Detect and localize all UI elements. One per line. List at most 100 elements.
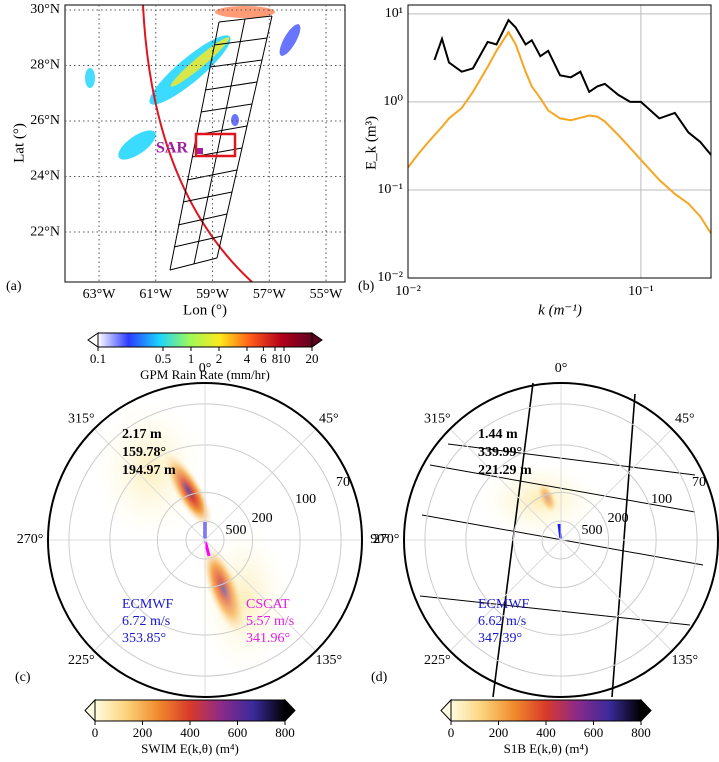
radial-grid-line bbox=[465, 444, 657, 636]
colorbar-tick-label: 400 bbox=[180, 725, 200, 740]
data-line bbox=[407, 30, 712, 235]
radial-tick-label: 70 bbox=[692, 475, 706, 490]
y-tick-label: 26°N bbox=[30, 113, 60, 128]
plot-frame bbox=[407, 4, 712, 279]
y-tick-label: 10⁻¹ bbox=[377, 182, 403, 197]
rain-field bbox=[85, 5, 301, 282]
colorbar-label: SWIM E(k,θ) (m⁴) bbox=[141, 741, 239, 756]
radial-grid-line bbox=[541, 520, 581, 560]
colorbar bbox=[450, 699, 642, 722]
panel-label: (c) bbox=[15, 670, 31, 685]
x-tick-label: 55°W bbox=[310, 287, 344, 302]
angle-tick-label: 315° bbox=[68, 411, 95, 426]
colorbar-extend bbox=[440, 698, 452, 723]
angle-grid-line bbox=[560, 428, 673, 541]
angle-tick-label: 135° bbox=[671, 653, 698, 668]
ecmwf-label: 347.39° bbox=[478, 631, 522, 646]
ecmwf-label: ECMWF bbox=[122, 597, 174, 612]
angle-tick-label: 0° bbox=[555, 361, 568, 376]
angle-grid-line bbox=[449, 539, 562, 652]
stat-label: 2.17 m bbox=[122, 427, 162, 442]
colorbar-tick-label: 6 bbox=[260, 351, 267, 366]
colorbar-tick-label: 600 bbox=[584, 725, 604, 740]
colorbar-tick-label: 600 bbox=[228, 725, 248, 740]
angle-tick-label: 45° bbox=[319, 411, 339, 426]
radial-tick-label: 500 bbox=[226, 523, 247, 538]
angle-tick-label: 45° bbox=[675, 411, 695, 426]
colorbar-label: S1B E(k,θ) (m⁴) bbox=[504, 741, 589, 756]
angle-tick-label: 270° bbox=[373, 532, 400, 547]
y-tick-label: 30°N bbox=[30, 2, 60, 17]
panel-label: (d) bbox=[371, 670, 388, 685]
angle-tick-label: 90° bbox=[370, 532, 390, 547]
scat-label: 341.96° bbox=[246, 631, 290, 646]
angle-grid-line bbox=[204, 539, 317, 652]
y-tick-label: 28°N bbox=[30, 58, 60, 73]
radial-tick-label: 100 bbox=[295, 492, 316, 507]
stat-label: 221.29 m bbox=[478, 463, 532, 478]
colorbar-tick-label: 10 bbox=[278, 351, 291, 366]
y-tick-label: 10¹ bbox=[385, 6, 403, 21]
y-tick-label: 10⁰ bbox=[383, 94, 403, 109]
radial-grid-line bbox=[109, 444, 301, 636]
y-tick-label: 24°N bbox=[30, 169, 60, 184]
y-tick-label: 22°N bbox=[30, 224, 60, 239]
radial-tick-label: 200 bbox=[608, 511, 629, 526]
angle-tick-label: 315° bbox=[424, 411, 451, 426]
map-frame bbox=[64, 4, 346, 283]
polar-frame bbox=[403, 382, 719, 698]
colorbar-tick-label: 0.1 bbox=[90, 351, 106, 366]
radial-grid-line bbox=[68, 403, 342, 677]
colorbar-tick-label: 20 bbox=[306, 351, 319, 366]
angle-tick-label: 225° bbox=[68, 653, 95, 668]
angle-tick-label: 225° bbox=[424, 653, 451, 668]
colorbar-tick-label: 800 bbox=[275, 725, 295, 740]
colorbar-label: GPM Rain Rate (mm/hr) bbox=[140, 367, 270, 382]
ecmwf-label: 6.72 m/s bbox=[122, 614, 170, 629]
spectrum-c bbox=[95, 400, 290, 675]
x-tick-label: 63°W bbox=[83, 287, 117, 302]
colorbar-tick-label: 400 bbox=[536, 725, 556, 740]
panel-label: (a) bbox=[6, 279, 22, 294]
ecmwf-label: 353.85° bbox=[122, 631, 166, 646]
x-tick-label: 61°W bbox=[139, 287, 173, 302]
radial-tick-label: 100 bbox=[651, 492, 672, 507]
y-tick-label: 10⁻² bbox=[377, 270, 403, 285]
colorbar-extend bbox=[87, 332, 99, 348]
angle-grid-line bbox=[93, 539, 206, 652]
ecmwf-label: ECMWF bbox=[478, 597, 530, 612]
colorbar-tick-label: 800 bbox=[631, 725, 651, 740]
colorbar-tick-label: 200 bbox=[489, 725, 509, 740]
y-axis-label: E_k (m³) bbox=[363, 116, 379, 170]
scat-label: CSCAT bbox=[246, 597, 290, 612]
radial-tick-label: 200 bbox=[252, 511, 273, 526]
colorbar bbox=[94, 699, 286, 722]
colorbar-extend bbox=[640, 698, 652, 723]
ecmwf-label: 6.62 m/s bbox=[478, 614, 526, 629]
x-tick-label: 59°W bbox=[196, 287, 230, 302]
stat-label: 159.78° bbox=[122, 445, 166, 460]
angle-tick-label: 0° bbox=[199, 361, 212, 376]
data-line bbox=[433, 18, 712, 156]
radial-grid-line bbox=[156, 491, 254, 589]
y-axis-label: Lat (°) bbox=[11, 123, 27, 163]
colorbar bbox=[97, 332, 313, 348]
colorbar-extend bbox=[311, 332, 323, 348]
x-axis-label: k (m⁻¹) bbox=[538, 302, 582, 318]
radial-grid-line bbox=[424, 403, 698, 677]
stat-label: 339.99° bbox=[478, 445, 522, 460]
colorbar-tick-label: 0.5 bbox=[155, 351, 171, 366]
radial-tick-label: 70 bbox=[336, 475, 350, 490]
colorbar-tick-label: 1 bbox=[188, 351, 195, 366]
colorbar-extend bbox=[84, 698, 96, 723]
angle-grid-line bbox=[449, 428, 562, 541]
scat-label: 5.57 m/s bbox=[246, 614, 294, 629]
colorbar-tick-label: 200 bbox=[133, 725, 153, 740]
x-tick-label: 57°W bbox=[253, 287, 287, 302]
colorbar-tick-label: 0 bbox=[448, 725, 455, 740]
colorbar-tick-label: 2 bbox=[216, 351, 223, 366]
angle-grid-line bbox=[93, 428, 206, 541]
x-axis-label: Lon (°) bbox=[183, 302, 227, 318]
angle-tick-label: 270° bbox=[17, 532, 44, 547]
